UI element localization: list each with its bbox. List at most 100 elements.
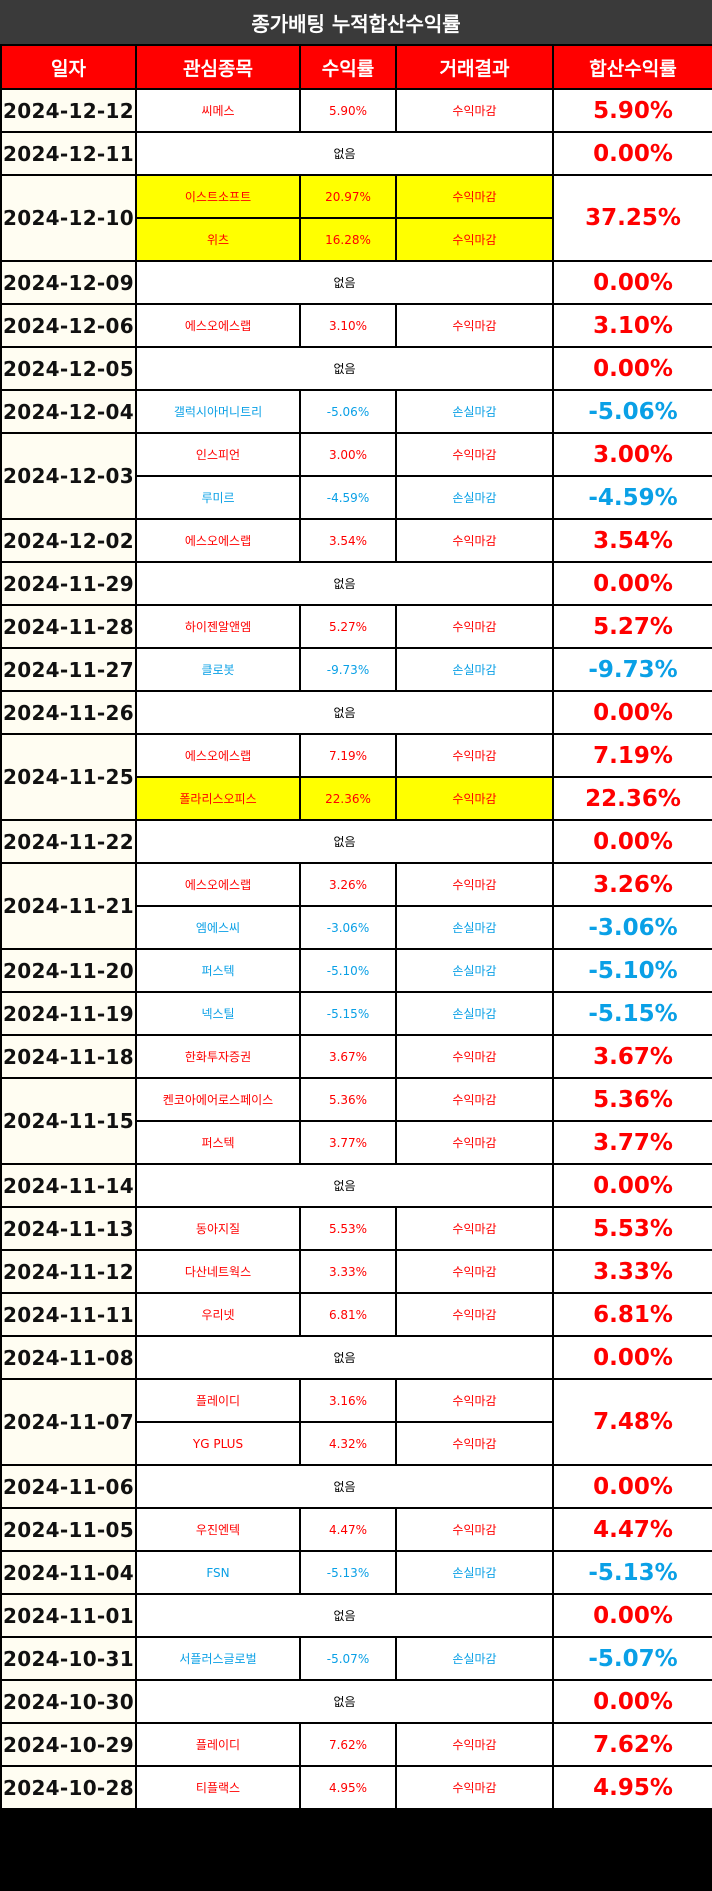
stock-cell: 에스오에스랩	[135, 518, 301, 563]
total-cell: 7.48%	[552, 1378, 712, 1466]
stock-cell: YG PLUS	[135, 1421, 301, 1466]
result-cell: 수익마감	[395, 1206, 554, 1251]
result-cell: 수익마감	[395, 174, 554, 219]
total-cell: 0.00%	[552, 819, 712, 864]
date-cell: 2024-11-04	[0, 1550, 137, 1595]
stock-cell: 우진엔텍	[135, 1507, 301, 1552]
stock-cell: FSN	[135, 1550, 301, 1595]
result-cell: 수익마감	[395, 217, 554, 262]
table-row: 2024-10-31 서플러스글로벌 -5.07% 손실마감 -5.07%	[0, 1636, 712, 1681]
date-cell: 2024-12-02	[0, 518, 137, 563]
total-cell: -4.59%	[552, 475, 712, 520]
returns-table: 일자 관심종목 수익률 거래결과 합산수익률 2024-12-12 씨메스 5.90…	[0, 44, 712, 1810]
result-cell: 수익마감	[395, 432, 554, 477]
date-cell: 2024-11-08	[0, 1335, 137, 1380]
date-cell: 2024-11-25	[0, 733, 137, 821]
result-cell: 수익마감	[395, 1378, 554, 1423]
stock-cell: 플레이디	[135, 1722, 301, 1767]
stock-cell: 퍼스텍	[135, 948, 301, 993]
result-cell: 수익마감	[395, 518, 554, 563]
stock-cell: 엠에스씨	[135, 905, 301, 950]
rate-cell: 3.00%	[299, 432, 397, 477]
rate-cell: -5.10%	[299, 948, 397, 993]
stock-cell: 동아지질	[135, 1206, 301, 1251]
total-cell: 3.10%	[552, 303, 712, 348]
date-cell: 2024-11-05	[0, 1507, 137, 1552]
date-cell: 2024-12-05	[0, 346, 137, 391]
table-row: 2024-10-29 플레이디 7.62% 수익마감 7.62%	[0, 1722, 712, 1767]
stock-cell: 서플러스글로벌	[135, 1636, 301, 1681]
rate-cell: 3.10%	[299, 303, 397, 348]
total-cell: 0.00%	[552, 346, 712, 391]
result-cell: 수익마감	[395, 1507, 554, 1552]
date-cell: 2024-10-30	[0, 1679, 137, 1724]
date-cell: 2024-11-28	[0, 604, 137, 649]
rate-cell: -5.13%	[299, 1550, 397, 1595]
total-cell: 4.47%	[552, 1507, 712, 1552]
date-cell: 2024-11-20	[0, 948, 137, 993]
total-cell: -5.13%	[552, 1550, 712, 1595]
no-trade-cell: 없음	[135, 1335, 554, 1380]
date-cell: 2024-12-09	[0, 260, 137, 305]
result-cell: 수익마감	[395, 88, 554, 133]
result-cell: 수익마감	[395, 1120, 554, 1165]
result-cell: 수익마감	[395, 303, 554, 348]
table-row: 2024-11-15 켄코아에어로스페이스 5.36% 수익마감 5.36%	[0, 1077, 712, 1165]
table-row: 2024-11-05 우진엔텍 4.47% 수익마감 4.47%	[0, 1507, 712, 1552]
table-row: 2024-11-12 다산네트웍스 3.33% 수익마감 3.33%	[0, 1249, 712, 1294]
table-row: 2024-11-06 없음 0.00%	[0, 1464, 712, 1509]
table-row: 2024-10-30 없음 0.00%	[0, 1679, 712, 1724]
date-cell: 2024-11-19	[0, 991, 137, 1036]
result-cell: 수익마감	[395, 1292, 554, 1337]
table-row: 2024-11-08 없음 0.00%	[0, 1335, 712, 1380]
stock-cell: 퍼스텍	[135, 1120, 301, 1165]
rate-cell: 5.90%	[299, 88, 397, 133]
table-row: 2024-11-28 하이젠알앤엠 5.27% 수익마감 5.27%	[0, 604, 712, 649]
rate-cell: 5.27%	[299, 604, 397, 649]
date-cell: 2024-12-12	[0, 88, 137, 133]
no-trade-cell: 없음	[135, 1679, 554, 1724]
stock-cell: 루미르	[135, 475, 301, 520]
rate-cell: 5.36%	[299, 1077, 397, 1122]
date-cell: 2024-11-11	[0, 1292, 137, 1337]
rate-cell: 22.36%	[299, 776, 397, 821]
date-cell: 2024-11-06	[0, 1464, 137, 1509]
rate-cell: 3.26%	[299, 862, 397, 907]
rate-cell: 4.32%	[299, 1421, 397, 1466]
table-row: 2024-11-27 클로봇 -9.73% 손실마감 -9.73%	[0, 647, 712, 692]
table-row: 2024-12-10 이스트소프트 20.97% 수익마감 37.25%	[0, 174, 712, 262]
table-row: 2024-11-26 없음 0.00%	[0, 690, 712, 735]
result-cell: 손실마감	[395, 389, 554, 434]
date-cell: 2024-11-15	[0, 1077, 137, 1165]
total-cell: 3.33%	[552, 1249, 712, 1294]
total-cell: 0.00%	[552, 1679, 712, 1724]
total-cell: 3.77%	[552, 1120, 712, 1165]
total-cell: 5.27%	[552, 604, 712, 649]
total-cell: 6.81%	[552, 1292, 712, 1337]
table-row: 위츠 16.28% 수익마감	[1, 217, 712, 262]
stock-cell: 에스오에스랩	[135, 862, 301, 907]
date-cell: 2024-11-13	[0, 1206, 137, 1251]
table-row: 2024-11-20 퍼스텍 -5.10% 손실마감 -5.10%	[0, 948, 712, 993]
total-cell: 5.90%	[552, 88, 712, 133]
rate-cell: 5.53%	[299, 1206, 397, 1251]
total-cell: 7.19%	[552, 733, 712, 778]
header-stock: 관심종목	[135, 44, 301, 90]
rate-cell: 3.33%	[299, 1249, 397, 1294]
total-cell: 0.00%	[552, 1163, 712, 1208]
date-cell: 2024-12-10	[0, 174, 137, 262]
stock-cell: 켄코아에어로스페이스	[135, 1077, 301, 1122]
header-total: 합산수익률	[552, 44, 712, 90]
result-cell: 수익마감	[395, 604, 554, 649]
stock-cell: 한화투자증권	[135, 1034, 301, 1079]
table-row: 2024-12-06 에스오에스랩 3.10% 수익마감 3.10%	[0, 303, 712, 348]
stock-cell: 클로봇	[135, 647, 301, 692]
table-row: 2024-11-11 우리넷 6.81% 수익마감 6.81%	[0, 1292, 712, 1337]
header-result: 거래결과	[395, 44, 554, 90]
table-row: 2024-11-04 FSN -5.13% 손실마감 -5.13%	[0, 1550, 712, 1595]
total-cell: 0.00%	[552, 690, 712, 735]
stock-cell: 이스트소프트	[135, 174, 301, 219]
date-cell: 2024-11-07	[0, 1378, 137, 1466]
rate-cell: 7.19%	[299, 733, 397, 778]
